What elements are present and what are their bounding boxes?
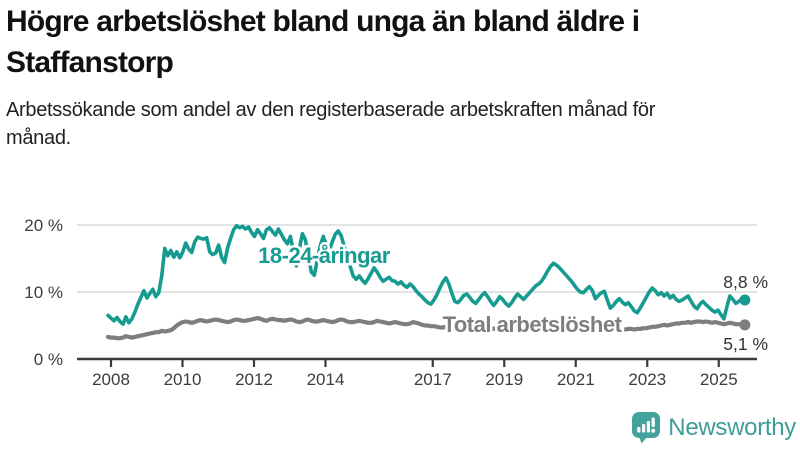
x-tick-label: 2012 bbox=[235, 370, 273, 389]
series-line-total bbox=[105, 316, 748, 341]
page-title: Högre arbetslöshet bland unga än bland ä… bbox=[6, 5, 640, 79]
x-tick-label: 2019 bbox=[485, 370, 523, 389]
y-tick-label: 10 % bbox=[24, 283, 63, 302]
x-tick-label: 2023 bbox=[628, 370, 666, 389]
series-end-dot-youth bbox=[739, 294, 751, 306]
chart-subtitle: Arbetssökande som andel av den registerb… bbox=[6, 99, 656, 149]
y-tick-label: 20 % bbox=[24, 216, 63, 235]
x-tick-label: 2025 bbox=[700, 370, 738, 389]
x-tick-label: 2021 bbox=[557, 370, 595, 389]
series-end-dot-total bbox=[739, 319, 751, 331]
y-tick-label: 0 % bbox=[34, 350, 63, 369]
series-end-value-total: 5,1 % bbox=[723, 334, 768, 354]
series-line-youth bbox=[106, 223, 747, 327]
series-label-youth: 18-24-åringar bbox=[258, 243, 391, 268]
series-label-total: Total arbetslöshet bbox=[443, 312, 623, 337]
chart-header: Högre arbetslöshet bland unga än bland ä… bbox=[6, 2, 794, 152]
x-tick-label: 2017 bbox=[414, 370, 452, 389]
series-end-value-youth: 8,8 % bbox=[723, 272, 768, 292]
x-tick-label: 2008 bbox=[92, 370, 130, 389]
x-tick-label: 2010 bbox=[164, 370, 202, 389]
newsworthy-chart-bubble-icon bbox=[632, 412, 661, 444]
newsworthy-logo[interactable]: Newsworthy bbox=[631, 411, 796, 444]
newsworthy-wordmark: Newsworthy bbox=[668, 413, 796, 441]
x-tick-label: 2014 bbox=[307, 370, 345, 389]
